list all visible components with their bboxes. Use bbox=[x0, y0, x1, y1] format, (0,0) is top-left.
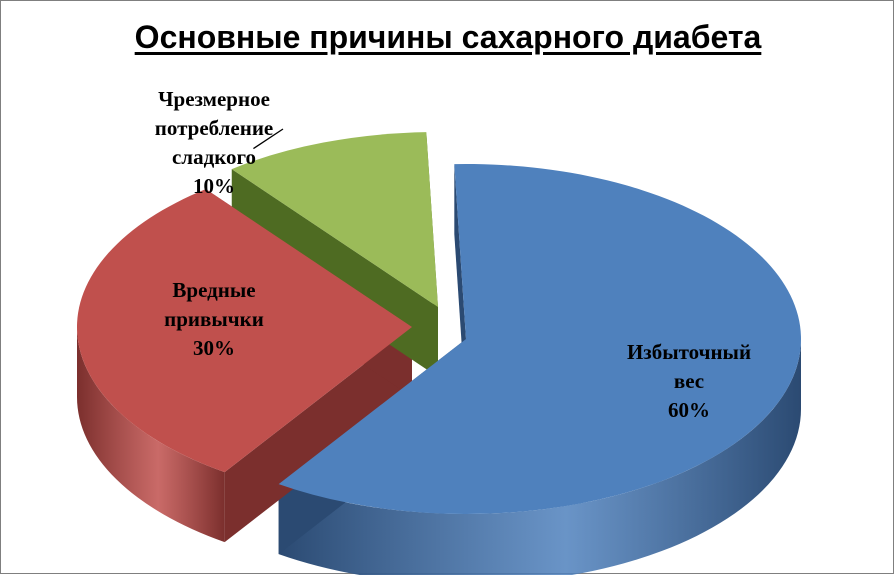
slice-sweets bbox=[231, 132, 438, 307]
slice-cut-bad-habits-0 bbox=[224, 327, 412, 543]
data-label-line: 30% bbox=[193, 336, 235, 360]
slice-tops bbox=[77, 132, 801, 514]
slice-overweight bbox=[278, 163, 801, 514]
slice-bad-habits bbox=[77, 189, 412, 473]
data-label-line: 60% bbox=[668, 398, 710, 422]
data-label-line: сладкого bbox=[172, 145, 256, 169]
data-label-line: привычки bbox=[164, 307, 264, 331]
data-labels: Избыточный вес 60% Вредные привычки 30% Чрезме… bbox=[155, 87, 751, 422]
data-label-line: 10% bbox=[193, 174, 235, 198]
leader-line bbox=[253, 128, 284, 150]
data-label-line: Вредные bbox=[172, 278, 255, 302]
data-label-line: Чрезмерное bbox=[158, 87, 270, 111]
data-label: Вредные привычки 30% bbox=[164, 278, 264, 360]
slice-side-bad-habits bbox=[77, 327, 225, 543]
data-label-line: потребление bbox=[155, 116, 274, 140]
chart-title: Основные причины сахарного диабета bbox=[134, 19, 762, 55]
data-label: Чрезмерное потребление сладкого 10% bbox=[155, 87, 274, 198]
slice-side-overweight bbox=[278, 339, 801, 575]
data-label-line: вес bbox=[674, 369, 704, 393]
data-label-line: Избыточный bbox=[627, 340, 751, 364]
data-label: Избыточный вес 60% bbox=[627, 340, 751, 422]
